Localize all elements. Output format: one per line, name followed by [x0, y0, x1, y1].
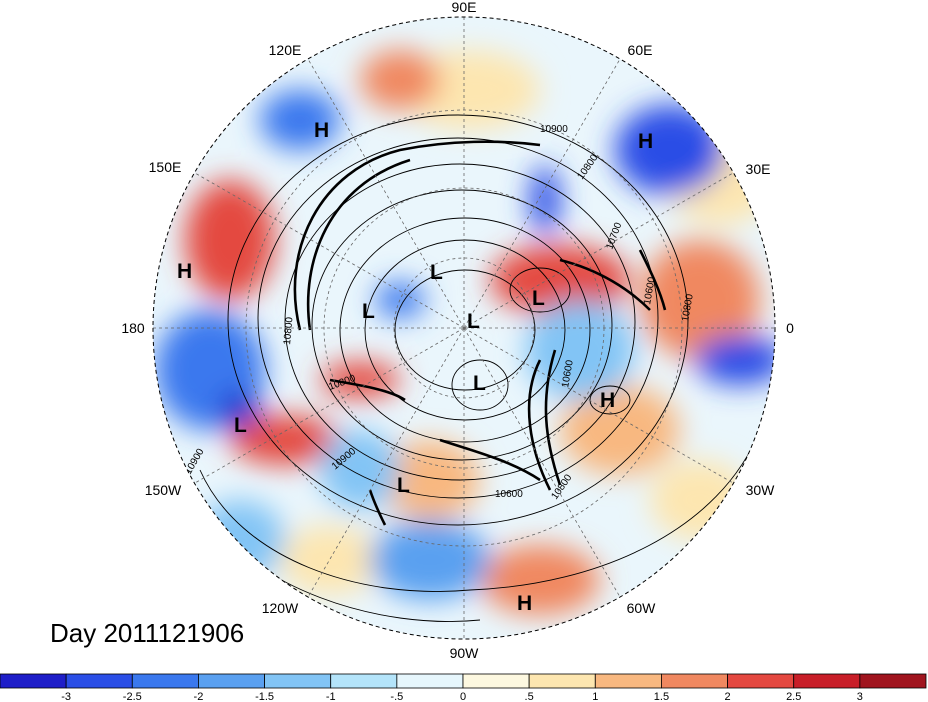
- colorbar-box: [859, 673, 927, 689]
- polar-map: 10900 10800 10700 10600 10800 10800 1060…: [121, 0, 794, 661]
- lon-label-60e: 60E: [628, 42, 653, 58]
- colorbar-box: [793, 673, 861, 689]
- pressure-centers: H H H H H L L L L L L L: [177, 119, 653, 615]
- low-center-marker: L: [532, 287, 545, 310]
- lon-label-90e: 90E: [452, 0, 477, 15]
- colorbar-tick-label: .5: [525, 691, 534, 702]
- map-title: Day 2011121906: [50, 618, 245, 648]
- low-center-marker: L: [362, 300, 375, 323]
- colorbar-tick-label: 2: [725, 691, 731, 702]
- colorbar-tick-label: 2.5: [786, 691, 801, 702]
- lon-label-60w: 60W: [627, 600, 657, 616]
- contour-label: 10600: [560, 359, 576, 389]
- colorbar-box: [0, 673, 67, 689]
- lon-label-150e: 150E: [149, 159, 182, 175]
- lon-label-120w: 120W: [262, 600, 299, 616]
- jet-contours: [293, 140, 667, 526]
- contour-label: 10800: [680, 293, 696, 323]
- colorbar-tick-label: -2.5: [123, 691, 142, 702]
- colorbar-boxes: [0, 673, 927, 689]
- low-center-marker: L: [473, 372, 486, 395]
- low-center-marker: L: [397, 474, 410, 497]
- high-center-marker: H: [600, 389, 615, 412]
- high-center-marker: H: [314, 119, 329, 142]
- colorbar-box: [131, 673, 199, 689]
- colorbar-box: [462, 673, 530, 689]
- lon-label-30w: 30W: [746, 482, 776, 498]
- low-center-marker: L: [234, 414, 247, 437]
- colorbar-tick-label: 1: [592, 691, 598, 702]
- contour-label: 10900: [540, 124, 568, 135]
- colorbar-tick-label: 3: [857, 691, 863, 702]
- colorbar-tick-label: 1.5: [654, 691, 669, 702]
- colorbar-ticks: -3 -2.5 -2 -1.5 -1 -.5 0 .5 1 1.5 2 2.5 3: [61, 691, 863, 702]
- height-contours: [189, 114, 761, 622]
- colorbar-box: [727, 673, 795, 689]
- high-center-marker: H: [177, 260, 192, 283]
- colorbar-box: [528, 673, 596, 689]
- colorbar-tick-label: -3: [61, 691, 71, 702]
- contour-label: 10600: [495, 489, 523, 500]
- colorbar-box: [198, 673, 265, 689]
- colorbar-tick-label: -1.5: [255, 691, 274, 702]
- low-center-marker: L: [430, 261, 443, 284]
- colorbar-box: [264, 673, 332, 689]
- lon-label-0: 0: [786, 320, 794, 336]
- contour-label: 10600: [642, 276, 658, 306]
- colorbar-tick-label: -1: [326, 691, 336, 702]
- high-center-marker: H: [638, 130, 653, 153]
- high-center-marker: H: [517, 592, 532, 615]
- colorbar-box: [396, 673, 464, 689]
- colorbar-box: [330, 673, 398, 689]
- colorbar-box: [65, 673, 133, 689]
- lon-label-120e: 120E: [269, 42, 302, 58]
- lon-label-30e: 30E: [746, 161, 771, 177]
- map-border: [152, 16, 776, 640]
- colorbar-box: [661, 673, 728, 689]
- lon-label-150w: 150W: [145, 482, 182, 498]
- colorbar-box: [594, 673, 662, 689]
- lon-label-90w: 90W: [450, 645, 480, 661]
- low-center-marker: L: [467, 310, 480, 333]
- anomaly-field: 10900 10800 10700 10600 10800 10800 1060…: [153, 17, 775, 639]
- colorbar-tick-label: -.5: [390, 691, 403, 702]
- colorbar-tick-label: 0: [460, 691, 466, 702]
- lon-label-180: 180: [121, 320, 145, 336]
- contour-label: 10800: [282, 316, 295, 345]
- colorbar: -3 -2.5 -2 -1.5 -1 -.5 0 .5 1 1.5 2 2.5 3: [0, 673, 927, 702]
- graticule: [153, 17, 775, 639]
- colorbar-tick-label: -2: [194, 691, 204, 702]
